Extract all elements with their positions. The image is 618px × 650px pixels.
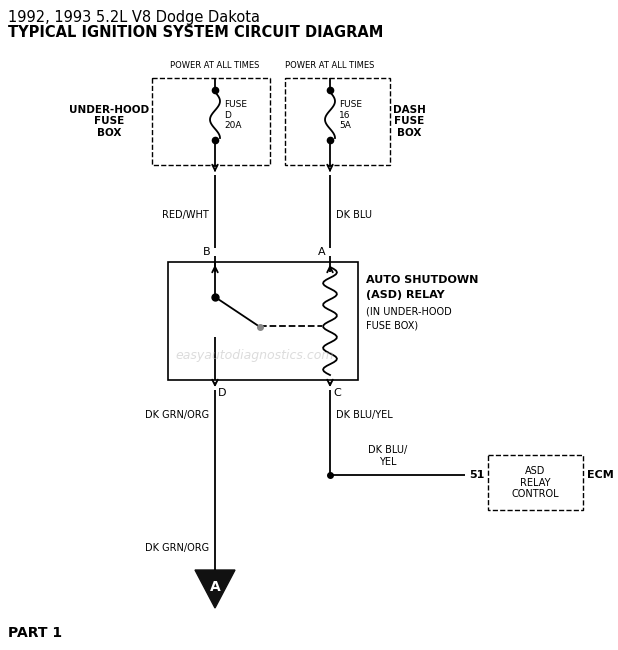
Text: AUTO SHUTDOWN: AUTO SHUTDOWN — [366, 275, 478, 285]
Bar — [152, 78, 270, 165]
Text: POWER AT ALL TIMES: POWER AT ALL TIMES — [171, 61, 260, 70]
Text: (IN UNDER-HOOD: (IN UNDER-HOOD — [366, 307, 452, 317]
Text: DASH
FUSE
BOX: DASH FUSE BOX — [393, 105, 426, 138]
Text: A: A — [210, 580, 221, 594]
Text: 51: 51 — [469, 470, 485, 480]
Text: ECM: ECM — [587, 469, 614, 480]
Text: 1992, 1993 5.2L V8 Dodge Dakota: 1992, 1993 5.2L V8 Dodge Dakota — [8, 10, 260, 25]
Bar — [285, 78, 390, 165]
Text: RED/WHT: RED/WHT — [163, 210, 209, 220]
Text: C: C — [333, 388, 341, 398]
Text: DK BLU/
YEL: DK BLU/ YEL — [368, 445, 407, 467]
Text: A: A — [318, 247, 326, 257]
Text: POWER AT ALL TIMES: POWER AT ALL TIMES — [286, 61, 375, 70]
Text: ASD
RELAY
CONTROL: ASD RELAY CONTROL — [512, 466, 559, 499]
Text: TYPICAL IGNITION SYSTEM CIRCUIT DIAGRAM: TYPICAL IGNITION SYSTEM CIRCUIT DIAGRAM — [8, 25, 383, 40]
Text: DK GRN/ORG: DK GRN/ORG — [145, 410, 209, 420]
Text: FUSE
D
20A: FUSE D 20A — [224, 100, 247, 130]
Text: (ASD) RELAY: (ASD) RELAY — [366, 290, 444, 300]
Text: D: D — [218, 388, 227, 398]
Text: easyautodiagnostics.com: easyautodiagnostics.com — [176, 348, 334, 361]
Text: DK BLU/YEL: DK BLU/YEL — [336, 410, 393, 420]
Polygon shape — [195, 570, 235, 608]
Text: FUSE
16
5A: FUSE 16 5A — [339, 100, 362, 130]
Bar — [488, 455, 583, 510]
Bar — [168, 262, 358, 380]
Text: DK GRN/ORG: DK GRN/ORG — [145, 543, 209, 553]
Text: B: B — [203, 247, 211, 257]
Text: DK BLU: DK BLU — [336, 210, 372, 220]
Text: UNDER-HOOD
FUSE
BOX: UNDER-HOOD FUSE BOX — [69, 105, 149, 138]
Text: PART 1: PART 1 — [8, 626, 62, 640]
Text: FUSE BOX): FUSE BOX) — [366, 320, 418, 330]
